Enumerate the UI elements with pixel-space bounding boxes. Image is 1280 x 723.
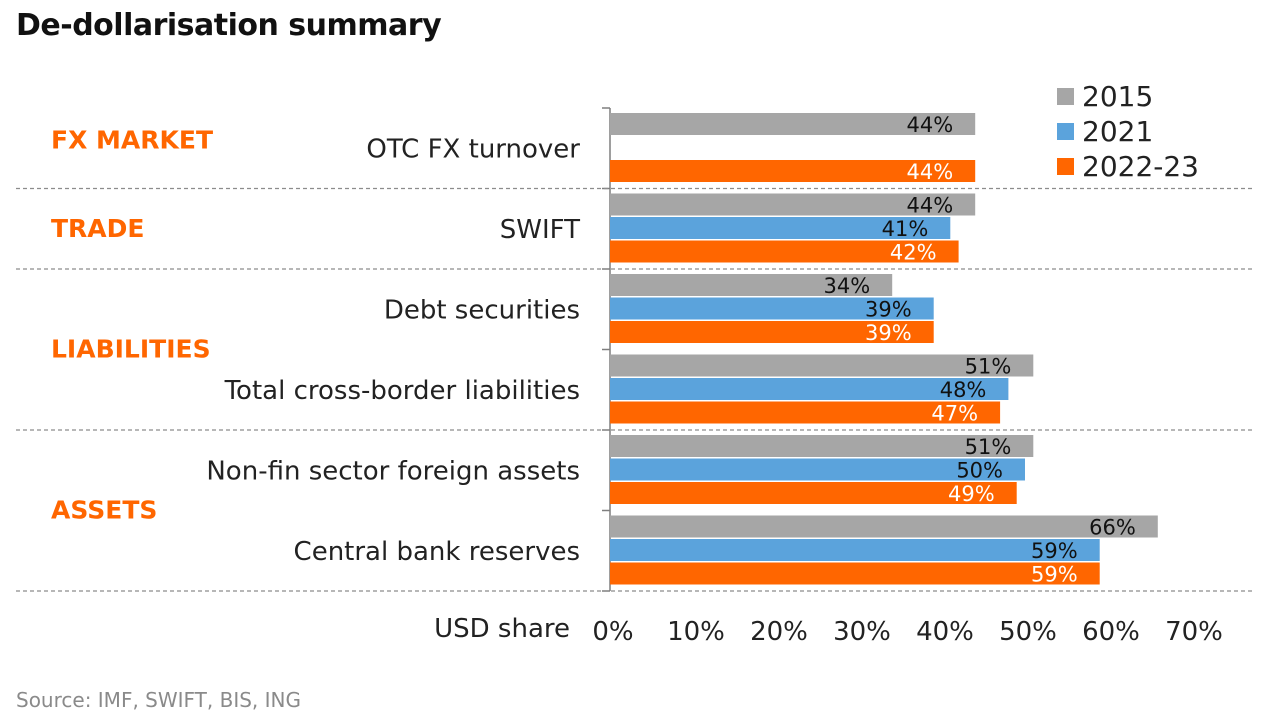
x-tick-label: 20% xyxy=(750,617,808,647)
legend-label-2022-23: 2022-23 xyxy=(1082,150,1199,183)
data-label-2021-total-cross-border-liabilities: 48% xyxy=(940,378,987,402)
x-axis-title: USD share xyxy=(434,614,570,644)
x-tick-label: 30% xyxy=(833,617,891,647)
category-label-central-bank-reserves: Central bank reserves xyxy=(294,537,580,567)
bar-2022-23-central-bank-reserves xyxy=(610,562,1100,585)
bar-2015-central-bank-reserves xyxy=(610,515,1158,538)
bar-2021-total-cross-border-liabilities xyxy=(610,378,1009,400)
x-tick-label: 10% xyxy=(667,617,725,647)
page-title: De-dollarisation summary xyxy=(16,8,442,43)
bar-2021-central-bank-reserves xyxy=(610,539,1100,561)
bar-2021-non-fin-sector-foreign-assets xyxy=(610,458,1025,481)
x-tick-label: 50% xyxy=(999,617,1057,647)
data-label-2022-23-total-cross-border-liabilities: 47% xyxy=(931,402,978,426)
source-note: Source: IMF, SWIFT, BIS, ING xyxy=(16,688,301,712)
bar-2022-23-total-cross-border-liabilities xyxy=(610,401,1001,424)
legend-swatch-2015 xyxy=(1057,88,1074,105)
data-label-2015-swift: 44% xyxy=(907,194,954,218)
data-label-2015-central-bank-reserves: 66% xyxy=(1089,516,1136,540)
legend-label-2021: 2021 xyxy=(1082,115,1153,148)
bar-2021-swift xyxy=(610,217,951,239)
x-tick-label: 60% xyxy=(1082,617,1140,647)
group-label-liabilities: LIABILITIES xyxy=(51,335,211,364)
data-label-2021-swift: 41% xyxy=(882,217,929,241)
bar-2022-23-swift xyxy=(610,240,959,263)
category-label-debt-securities: Debt securities xyxy=(384,295,580,325)
legend-swatch-2021 xyxy=(1057,123,1074,140)
bar-2015-otc-fx-turnover xyxy=(610,113,976,135)
data-label-2022-23-swift: 42% xyxy=(890,241,937,265)
bar-2022-23-otc-fx-turnover xyxy=(610,160,976,182)
bar-2022-23-debt-securities xyxy=(610,321,934,343)
group-label-trade: TRADE xyxy=(51,214,144,243)
data-label-2021-central-bank-reserves: 59% xyxy=(1031,539,1078,563)
data-label-2022-23-debt-securities: 39% xyxy=(865,321,912,345)
data-label-2015-debt-securities: 34% xyxy=(824,274,871,298)
category-label-otc-fx-turnover: OTC FX turnover xyxy=(366,134,580,164)
group-label-fx-market: FX MARKET xyxy=(51,125,213,154)
data-label-2022-23-central-bank-reserves: 59% xyxy=(1031,563,1078,587)
x-tick-label: 0% xyxy=(592,617,633,647)
bar-2022-23-non-fin-sector-foreign-assets xyxy=(610,482,1017,504)
data-label-2015-total-cross-border-liabilities: 51% xyxy=(965,355,1012,379)
bar-2015-non-fin-sector-foreign-assets xyxy=(610,435,1034,457)
category-label-swift: SWIFT xyxy=(500,215,580,245)
x-tick-label: 40% xyxy=(916,617,974,647)
legend-label-2015: 2015 xyxy=(1082,80,1153,113)
data-label-2022-23-non-fin-sector-foreign-assets: 49% xyxy=(948,482,995,506)
bar-2015-swift xyxy=(610,193,976,216)
data-label-2015-otc-fx-turnover: 44% xyxy=(907,113,954,137)
x-tick-label: 70% xyxy=(1165,617,1223,647)
legend-swatch-2022-23 xyxy=(1057,158,1074,175)
bar-2015-debt-securities xyxy=(610,274,893,296)
category-label-non-fin-sector-foreign-assets: Non-fin sector foreign assets xyxy=(206,456,580,486)
group-label-assets: ASSETS xyxy=(51,496,157,525)
bar-2015-total-cross-border-liabilities xyxy=(610,354,1034,377)
data-label-2022-23-otc-fx-turnover: 44% xyxy=(907,160,954,184)
data-label-2015-non-fin-sector-foreign-assets: 51% xyxy=(965,435,1012,459)
data-label-2021-non-fin-sector-foreign-assets: 50% xyxy=(956,459,1003,483)
bar-2021-debt-securities xyxy=(610,297,934,320)
category-label-total-cross-border-liabilities: Total cross-border liabilities xyxy=(224,376,580,406)
data-label-2021-debt-securities: 39% xyxy=(865,298,912,322)
